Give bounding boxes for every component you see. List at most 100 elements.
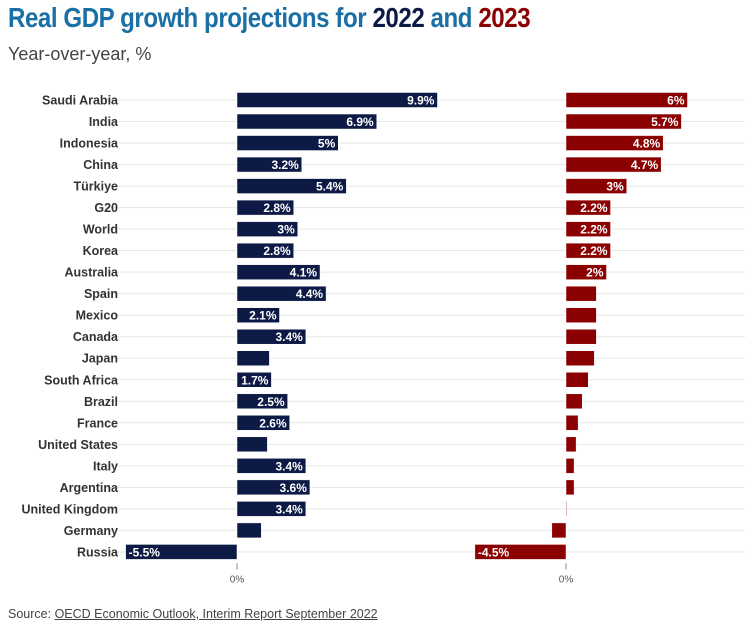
bar-2023 (565, 479, 575, 496)
bar-2023 (565, 221, 611, 237)
data-label-2022: 2.8% (263, 244, 291, 258)
category-label: Indonesia (60, 137, 119, 151)
data-label-2022: 5% (318, 137, 336, 151)
category-label: G20 (94, 201, 118, 215)
title-year-2023: 2023 (478, 2, 531, 33)
category-label: Spain (84, 287, 118, 301)
title-year-2022: 2022 (372, 2, 425, 33)
source-link[interactable]: OECD Economic Outlook, Interim Report Se… (54, 607, 378, 621)
category-label: France (77, 416, 118, 430)
bar-2023 (565, 436, 577, 453)
category-label: Mexico (76, 309, 119, 323)
bar-2022 (236, 393, 288, 410)
bar-2023 (565, 264, 607, 280)
bar-2023 (565, 328, 597, 345)
data-label-2022: 3.2% (271, 158, 299, 172)
bar-2023 (565, 156, 662, 173)
bar-2023 (565, 242, 611, 259)
category-label: Japan (82, 352, 118, 366)
bar-2022 (236, 156, 303, 173)
data-label-2022: 2.8% (263, 201, 291, 215)
bar-2023 (551, 522, 567, 539)
bar-2022 (236, 501, 307, 517)
data-label-2023: 2% (586, 266, 604, 280)
chart-subtitle: Year-over-year, % (8, 44, 152, 64)
category-label: Australia (65, 266, 120, 280)
data-label-2022: 4.4% (296, 287, 324, 301)
bar-2023 (565, 501, 568, 517)
x-tick-label: 0% (559, 574, 574, 585)
bar-2022 (236, 178, 347, 194)
data-label-2023: 4.7% (631, 158, 659, 172)
data-label-2022: -5.5% (129, 545, 161, 559)
bar-2023 (565, 372, 589, 388)
bar-2022 (236, 242, 294, 259)
category-label: Canada (73, 330, 119, 344)
bar-2023 (474, 544, 567, 560)
bar-chart: Saudi Arabia India Indonesia China Türkiye G2… (21, 92, 745, 585)
bar-2023 (565, 92, 688, 108)
category-label: World (83, 223, 118, 237)
x-tick-label: 0% (230, 574, 245, 585)
bar-2022 (236, 135, 339, 151)
category-label: Saudi Arabia (42, 94, 119, 108)
data-label-2023: -4.5% (478, 545, 510, 559)
category-label: United Kingdom (21, 502, 118, 516)
category-label: Korea (83, 244, 119, 258)
title-text: Real GDP growth projections for (8, 2, 373, 33)
bar-2022 (236, 372, 272, 388)
data-label-2022: 6.9% (346, 115, 374, 129)
category-label: Türkiye (74, 180, 119, 194)
bar-2023 (565, 135, 664, 151)
bar-2023 (565, 350, 595, 366)
bar-2023 (565, 415, 579, 431)
data-label-2022: 3.4% (275, 330, 303, 344)
bar-2022 (236, 458, 307, 474)
data-label-2023: 6% (667, 94, 685, 108)
category-label: Russia (77, 545, 119, 559)
data-label-2022: 1.7% (241, 373, 269, 387)
data-label-2022: 3.4% (275, 459, 303, 473)
category-label: Italy (93, 459, 118, 473)
bar-2022 (236, 350, 270, 366)
category-label: South Africa (44, 373, 119, 387)
bar-2022 (236, 307, 280, 323)
bar-2023 (565, 307, 597, 323)
bar-2023 (565, 393, 583, 410)
bar-2023 (565, 458, 575, 474)
bar-2022 (236, 113, 377, 130)
bar-2023 (565, 199, 611, 216)
data-label-2023: 2.2% (580, 244, 608, 258)
bar-2022 (236, 415, 290, 431)
category-label: Germany (64, 524, 118, 538)
data-label-2022: 5.4% (316, 180, 344, 194)
category-label: United States (38, 438, 118, 452)
data-label-2022: 9.9% (407, 94, 435, 108)
data-label-2023: 5.7% (651, 115, 679, 129)
data-label-2022: 3.6% (280, 481, 308, 495)
chart-title: Real GDP growth projections for 2022 and… (8, 2, 531, 34)
bar-2022 (236, 92, 438, 108)
category-label: Argentina (60, 481, 119, 495)
title-and: and (424, 2, 479, 33)
category-label: Brazil (84, 395, 118, 409)
data-label-2023: 2.2% (580, 201, 608, 215)
bar-2023 (565, 285, 597, 302)
data-label-2023: 4.8% (633, 137, 661, 151)
bar-2022 (236, 522, 262, 539)
data-label-2022: 2.6% (259, 416, 287, 430)
bar-2022 (236, 264, 321, 280)
data-label-2023: 2.2% (580, 223, 608, 237)
bar-2022 (236, 328, 307, 345)
bar-2022 (236, 221, 298, 237)
bar-2022 (236, 436, 268, 453)
bar-2022 (125, 544, 238, 560)
data-label-2022: 3% (277, 223, 295, 237)
category-label: India (89, 115, 119, 129)
data-label-2023: 3% (606, 180, 624, 194)
bar-2023 (565, 113, 682, 130)
bar-2022 (236, 479, 311, 496)
category-label: China (83, 158, 119, 172)
data-label-2022: 2.1% (249, 309, 277, 323)
bar-2022 (236, 285, 327, 302)
